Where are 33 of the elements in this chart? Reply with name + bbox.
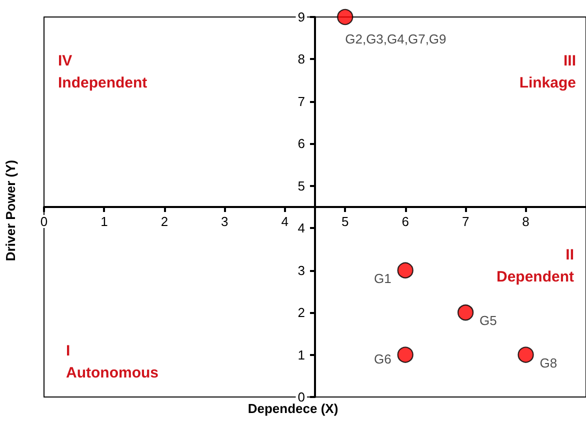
point bbox=[337, 8, 354, 26]
y-tick-label: 9 bbox=[298, 10, 305, 24]
annotation: G8 bbox=[540, 355, 558, 370]
y-tick-label: 8 bbox=[298, 52, 305, 67]
annotation: II Dependent bbox=[496, 246, 574, 286]
x-tick-label: 6 bbox=[402, 214, 409, 229]
x-tick-label: 2 bbox=[160, 214, 168, 229]
y-tick-label: 0 bbox=[298, 390, 305, 404]
x-tick-label: 8 bbox=[522, 214, 530, 229]
point bbox=[397, 346, 414, 363]
x-tick-label: 3 bbox=[221, 214, 228, 229]
x-tick-label: 1 bbox=[100, 214, 108, 229]
y-tick-label: 2 bbox=[298, 305, 305, 320]
x-tick-label: 7 bbox=[462, 214, 470, 229]
y-axis-title: Driver Power (Y) bbox=[3, 160, 18, 262]
annotation: III Linkage bbox=[519, 52, 576, 92]
annotation: I Autonomous bbox=[66, 342, 158, 382]
y-tick-label: 7 bbox=[298, 94, 305, 109]
point bbox=[397, 262, 414, 278]
y-tick-label: 1 bbox=[298, 347, 305, 362]
y-tick-label: 6 bbox=[298, 136, 305, 152]
annotation: G6 bbox=[374, 351, 392, 366]
x-tick-label: 4 bbox=[281, 214, 289, 229]
annotation: G1 bbox=[374, 270, 392, 286]
x-tick-label: 5 bbox=[341, 214, 349, 229]
annotation: G5 bbox=[480, 313, 497, 328]
x-tick-label: 0 bbox=[40, 214, 48, 229]
annotation: IV Independent bbox=[58, 52, 148, 92]
y-tick-label: 3 bbox=[298, 262, 305, 278]
annotation: G2,G3,G4,G7,G9 bbox=[345, 32, 446, 46]
point bbox=[518, 346, 534, 363]
y-tick-label: 5 bbox=[298, 178, 305, 194]
point bbox=[457, 304, 474, 321]
